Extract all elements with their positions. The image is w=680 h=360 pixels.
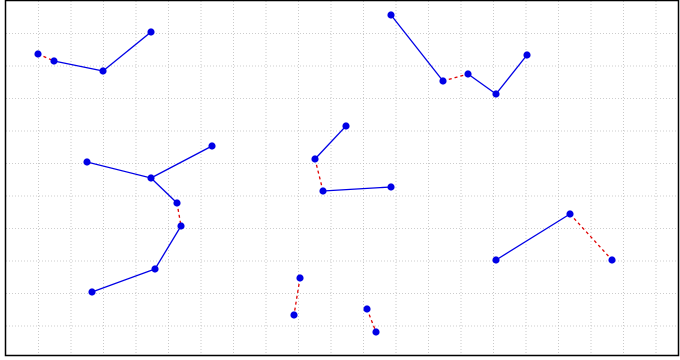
node-n23 bbox=[608, 256, 616, 264]
node-n20 bbox=[387, 183, 395, 191]
node-n12 bbox=[208, 142, 216, 150]
node-n11 bbox=[147, 174, 155, 182]
node-n22 bbox=[566, 210, 574, 218]
node-n25 bbox=[290, 311, 298, 319]
solid-edge-n15-n16 bbox=[91, 268, 156, 293]
solid-edge-n17-n18 bbox=[314, 125, 347, 160]
node-n4 bbox=[147, 28, 155, 36]
node-n26 bbox=[363, 305, 371, 313]
node-n19 bbox=[319, 187, 327, 195]
nodes-group bbox=[34, 11, 616, 336]
solid-edge-n19-n20 bbox=[322, 186, 392, 192]
node-n5 bbox=[387, 11, 395, 19]
node-n2 bbox=[50, 57, 58, 65]
node-n21 bbox=[492, 256, 500, 264]
node-n1 bbox=[34, 50, 42, 58]
solid-edge-n21-n22 bbox=[495, 213, 571, 261]
dashed-edge-n22-n23 bbox=[569, 213, 613, 261]
node-n24 bbox=[296, 274, 304, 282]
grid bbox=[6, 1, 678, 355]
node-n3 bbox=[99, 67, 107, 75]
dashed-edge-n6-n7 bbox=[442, 73, 469, 82]
node-n27 bbox=[372, 328, 380, 336]
solid-edge-n14-n15 bbox=[154, 225, 182, 270]
node-n7 bbox=[464, 70, 472, 78]
node-n10 bbox=[83, 158, 91, 166]
solid-edge-n8-n9 bbox=[495, 54, 528, 95]
dashed-edge-n13-n14 bbox=[176, 202, 182, 227]
node-n8 bbox=[492, 90, 500, 98]
node-n16 bbox=[88, 288, 96, 296]
node-n6 bbox=[439, 77, 447, 85]
solid-edge-n2-n3 bbox=[53, 60, 104, 72]
node-n13 bbox=[173, 199, 181, 207]
node-n18 bbox=[311, 155, 319, 163]
solid-edge-n3-n4 bbox=[102, 31, 152, 72]
plot-frame bbox=[4, 0, 680, 357]
dashed-edge-n26-n27 bbox=[366, 308, 377, 333]
node-n15 bbox=[151, 265, 159, 273]
node-n9 bbox=[523, 51, 531, 59]
edges-group bbox=[37, 14, 613, 333]
solid-edge-n11-n13 bbox=[150, 177, 178, 204]
node-n17 bbox=[342, 122, 350, 130]
dashed-edge-n24-n25 bbox=[293, 277, 301, 316]
solid-edge-n7-n8 bbox=[467, 73, 497, 95]
solid-edge-n11-n12 bbox=[150, 145, 213, 179]
solid-edge-n10-n11 bbox=[86, 161, 152, 179]
solid-edge-n5-n6 bbox=[390, 14, 444, 82]
node-n14 bbox=[177, 222, 185, 230]
